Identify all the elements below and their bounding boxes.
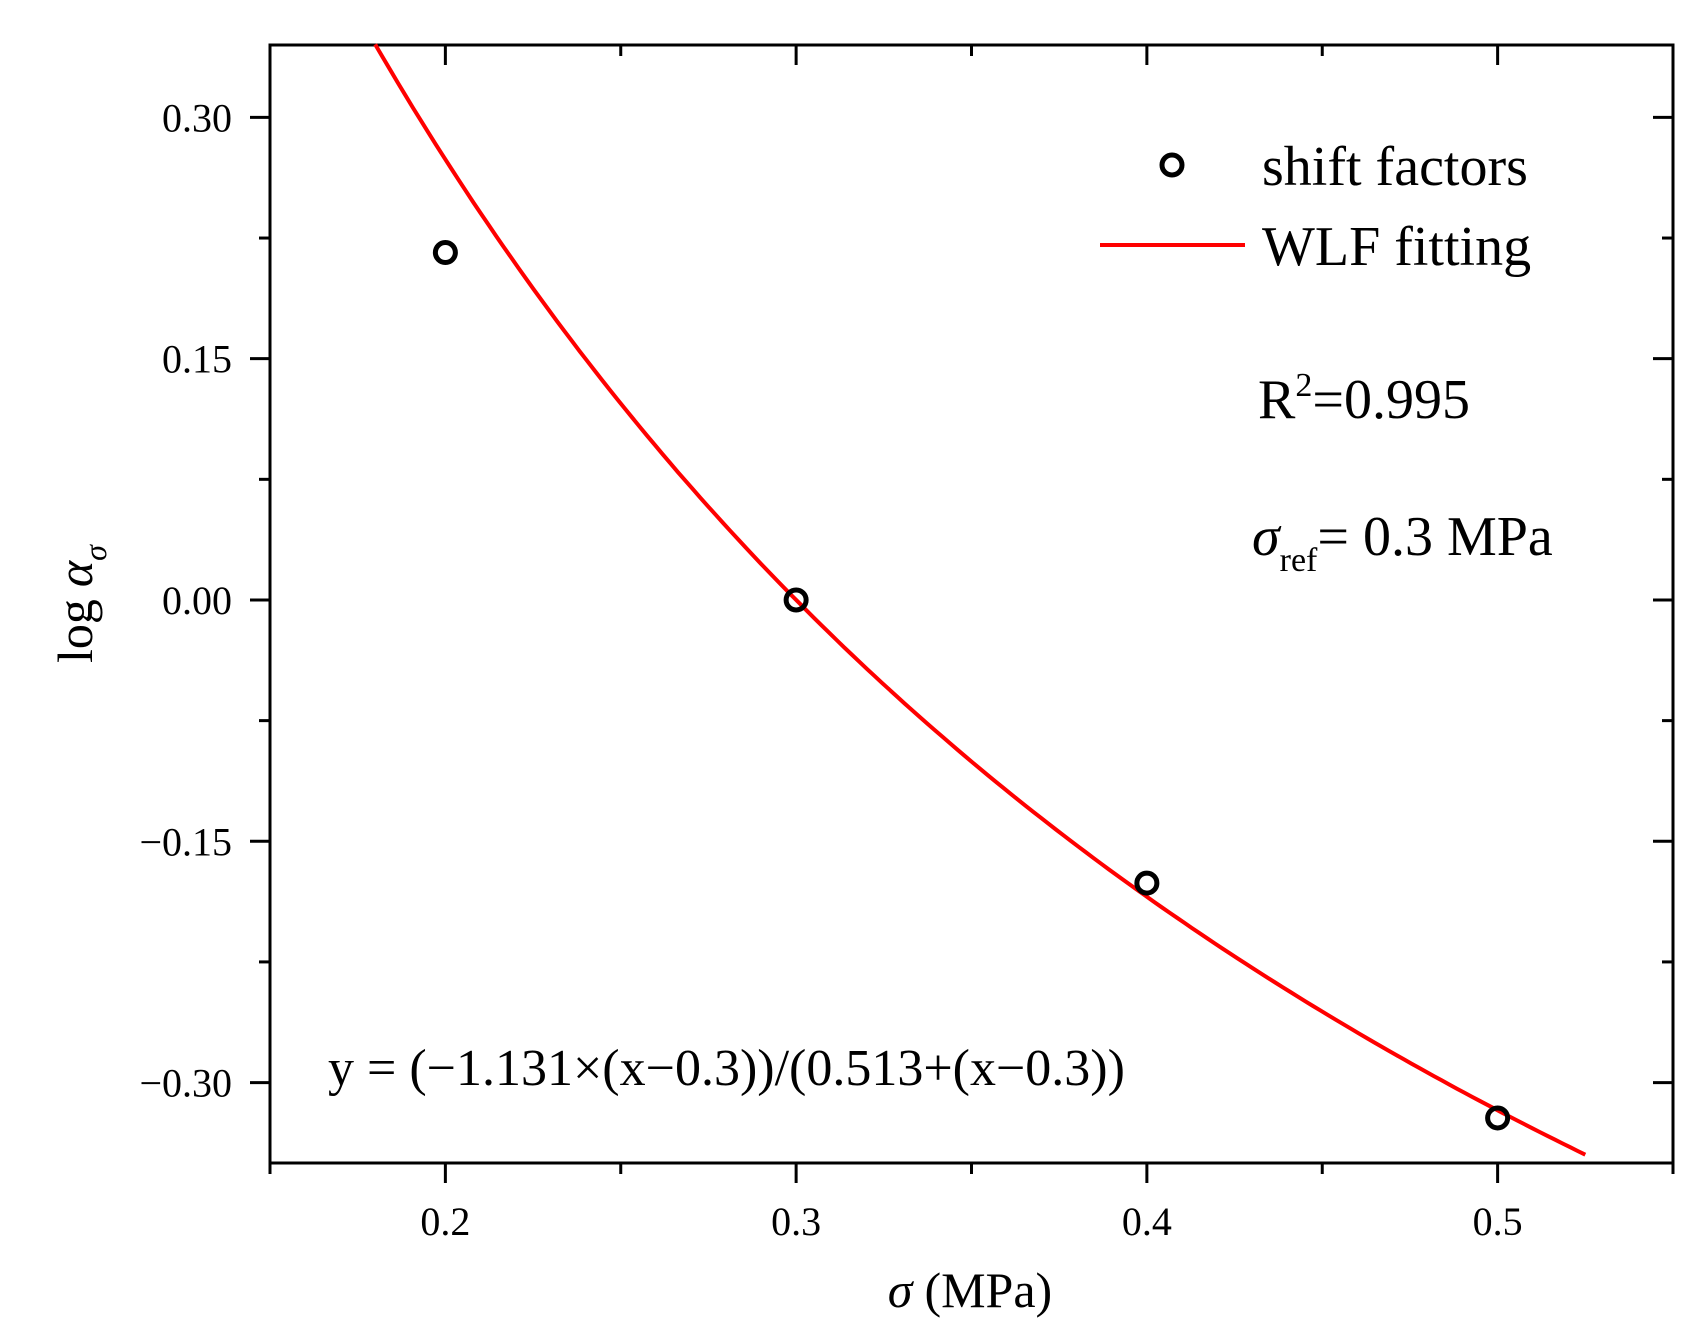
x-tick-label: 0.4 (1122, 1199, 1172, 1244)
legend-label-wlf-fitting: WLF fitting (1262, 216, 1531, 278)
reference-stress-annotation: σref= 0.3 MPa (1252, 506, 1553, 579)
wlf-fit-line (373, 43, 1587, 1157)
x-tick-label: 0.5 (1473, 1199, 1523, 1244)
y-tick-label: 0.15 (162, 337, 232, 382)
y-axis-title: log ασ (47, 544, 113, 663)
reference-stress-subscript: ref (1280, 542, 1318, 579)
shift-factor-point (783, 587, 809, 613)
r-squared-base: R (1258, 369, 1296, 431)
shift-factor-point (432, 240, 458, 266)
shift-factor-point (1134, 870, 1160, 896)
x-axis-symbol: σ (888, 1262, 915, 1318)
x-tick-label: 0.3 (771, 1199, 821, 1244)
legend: shift factors WLF fitting (1100, 136, 1531, 278)
axis-ticks (250, 45, 1675, 1183)
legend-label-shift-factors: shift factors (1262, 136, 1528, 198)
y-tick-label: −0.30 (139, 1061, 232, 1106)
r-squared-annotation: R2=0.995 (1258, 367, 1470, 431)
y-axis-subscript: σ (77, 544, 113, 561)
reference-stress-value: = 0.3 MPa (1317, 506, 1553, 568)
y-tick-label: 0.30 (162, 95, 232, 140)
axis-tick-labels: 0.2 0.3 0.4 0.5 0.30 0.15 0.00 −0.15 −0.30 (139, 95, 1522, 1244)
x-axis-unit: (MPa) (924, 1262, 1052, 1318)
x-tick-label: 0.2 (420, 1199, 470, 1244)
y-axis-prefix: log (47, 599, 103, 663)
legend-marker-shift-factors (1159, 152, 1185, 178)
x-axis-title: σ (MPa) (888, 1262, 1052, 1318)
y-tick-label: −0.15 (139, 819, 232, 864)
reference-stress-symbol: σ (1252, 506, 1282, 568)
shift-factor-point (1485, 1105, 1511, 1131)
fit-equation: y = (−1.131×(x−0.3))/(0.513+(x−0.3)) (328, 1040, 1125, 1097)
r-squared-superscript: 2 (1295, 367, 1312, 404)
shift-factor-points (432, 240, 1511, 1131)
y-axis-symbol: α (47, 559, 103, 587)
r-squared-value: =0.995 (1312, 369, 1470, 431)
y-tick-label: 0.00 (162, 578, 232, 623)
